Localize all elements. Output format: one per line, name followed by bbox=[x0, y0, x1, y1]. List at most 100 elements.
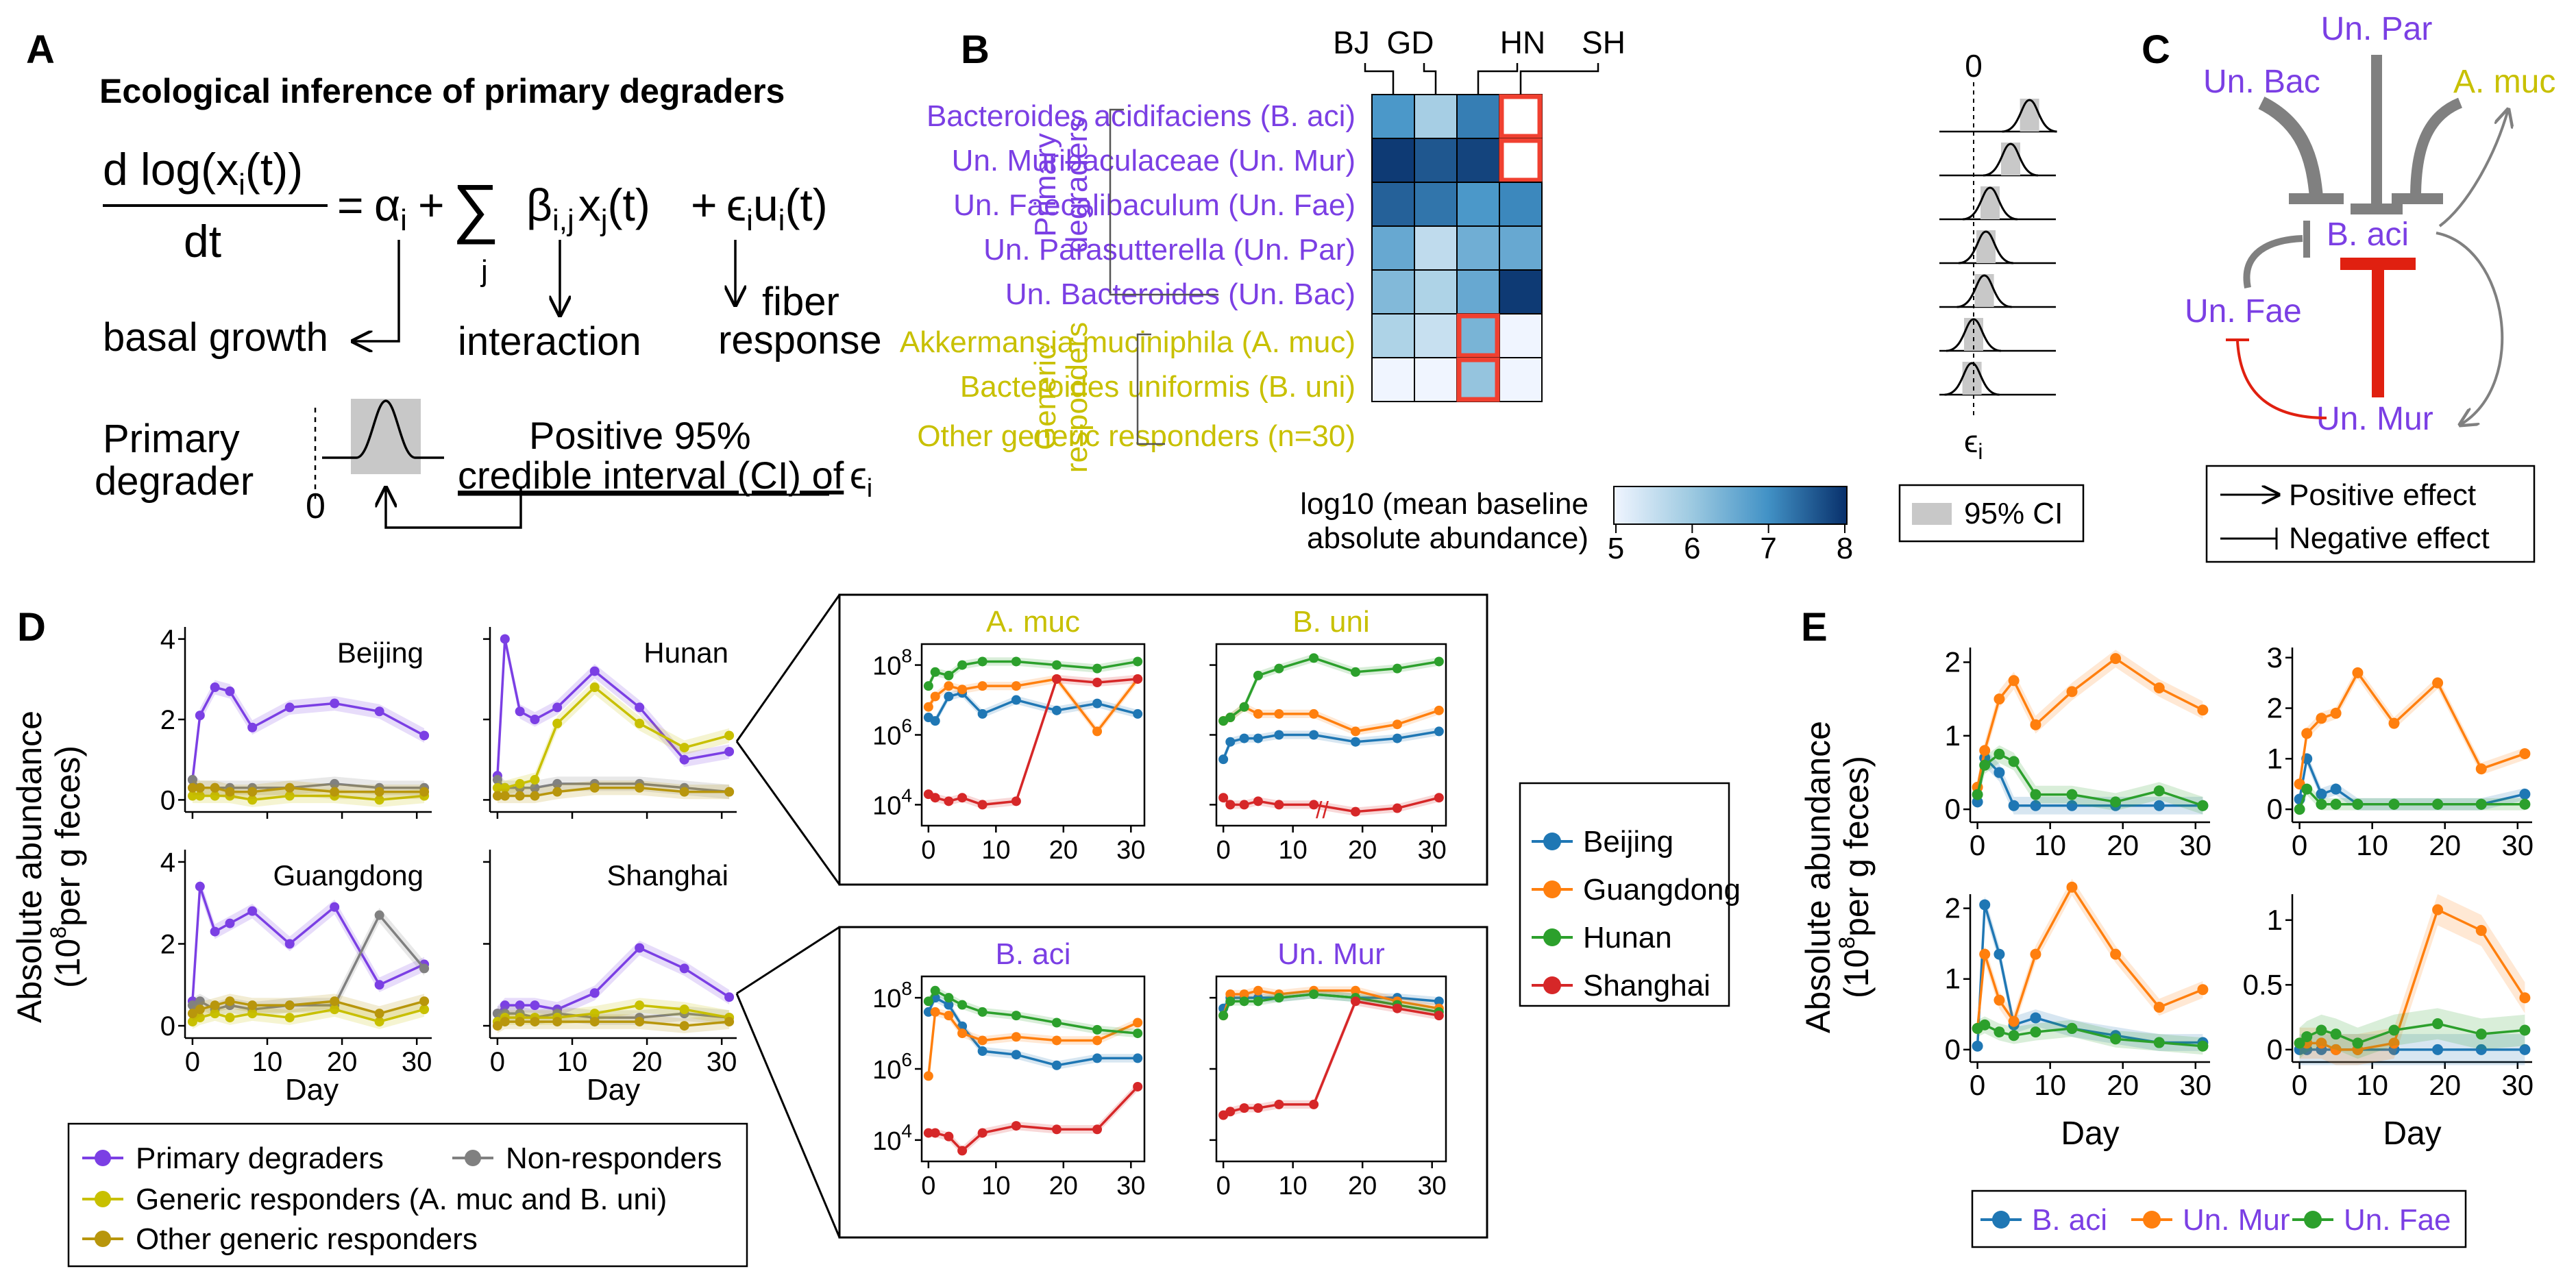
svg-text:ϵi: ϵi bbox=[850, 454, 872, 503]
data-point bbox=[1434, 996, 1444, 1007]
panel-c-legend bbox=[2205, 465, 2536, 563]
data-point bbox=[2388, 1024, 2400, 1036]
data-point bbox=[210, 791, 220, 801]
data-point bbox=[1133, 708, 1143, 719]
x-tick-label: 0 bbox=[921, 836, 935, 865]
data-point bbox=[374, 795, 384, 805]
data-point bbox=[1051, 660, 1062, 670]
data-point bbox=[2432, 904, 2444, 915]
data-point bbox=[195, 711, 205, 721]
svg-text:d log(xi(t)): d log(xi(t)) bbox=[103, 144, 303, 201]
svg-text:+: + bbox=[691, 180, 717, 230]
y-tick-label: 3 bbox=[2267, 641, 2283, 674]
node-un-par: Un. Par bbox=[2321, 11, 2433, 47]
y-tick-label: 108 bbox=[872, 978, 912, 1013]
data-point bbox=[1225, 996, 1236, 1007]
panel-b: B Bacteroides acidifaciens (B. aci) Un. M… bbox=[900, 25, 2085, 565]
data-point bbox=[2197, 800, 2209, 811]
data-point bbox=[1092, 1035, 1103, 1046]
data-point bbox=[1011, 1121, 1021, 1131]
data-point bbox=[2110, 948, 2122, 960]
data-point bbox=[330, 787, 340, 797]
colorbar-tick: 7 bbox=[1760, 532, 1776, 565]
series-band bbox=[2299, 667, 2525, 791]
data-point bbox=[1351, 726, 1361, 737]
data-point bbox=[944, 1011, 954, 1021]
data-point bbox=[187, 1017, 197, 1027]
data-point bbox=[2301, 728, 2313, 739]
data-point bbox=[589, 682, 600, 693]
data-point bbox=[1434, 726, 1444, 737]
panel-e-plot: 0 10 20 30 0 0.5 1 bbox=[2243, 894, 2534, 1101]
data-point bbox=[957, 660, 968, 670]
data-point bbox=[1274, 800, 1284, 810]
heatmap-cell bbox=[1456, 182, 1500, 227]
data-point bbox=[923, 681, 933, 691]
data-point bbox=[679, 754, 689, 765]
heatmap-cell bbox=[1371, 138, 1415, 183]
svg-text:=: = bbox=[337, 180, 364, 230]
y-tick-label: 0 bbox=[1945, 793, 1961, 825]
data-point bbox=[492, 1009, 502, 1019]
site-legend-label: Guangdong bbox=[1583, 873, 1741, 907]
data-point bbox=[374, 910, 384, 920]
data-point bbox=[589, 782, 600, 793]
plot-title: Guangdong bbox=[273, 859, 424, 891]
data-point bbox=[1225, 1107, 1236, 1117]
heatmap-cell bbox=[1414, 182, 1458, 227]
series-band bbox=[1977, 650, 2203, 796]
data-point bbox=[210, 682, 220, 693]
data-point bbox=[1092, 726, 1103, 737]
category-legend-label: Generic responders (A. muc and B. uni) bbox=[136, 1183, 667, 1216]
data-point bbox=[1392, 1003, 1402, 1013]
data-point bbox=[1092, 1053, 1103, 1063]
x-tick-label: 30 bbox=[2179, 1069, 2211, 1101]
panel-e-legend-items: B. aci Un. Mur Un. Fae bbox=[1980, 1203, 2451, 1237]
data-point bbox=[944, 1000, 954, 1010]
heatmap-cell bbox=[1371, 357, 1415, 402]
panel-e-legend-label: Un. Fae bbox=[2344, 1203, 2451, 1237]
interaction-label: interaction bbox=[458, 319, 641, 364]
ci-label-2: credible interval (CI) of bbox=[458, 454, 844, 497]
data-point bbox=[515, 778, 525, 789]
x-tick-label: 0 bbox=[185, 1047, 200, 1077]
data-point bbox=[419, 730, 430, 741]
node-b-aci: B. aci bbox=[2327, 217, 2409, 253]
ci-curve bbox=[1962, 186, 2018, 221]
data-point bbox=[247, 787, 258, 797]
data-point bbox=[1253, 708, 1263, 719]
series-band bbox=[1223, 727, 1439, 764]
data-point bbox=[977, 1046, 988, 1057]
ci-curve bbox=[1946, 318, 2002, 352]
ci-column: 0 ϵi bbox=[1939, 48, 2057, 464]
data-point bbox=[944, 691, 954, 702]
heatmap-cell bbox=[1414, 313, 1458, 358]
heatmap-cell bbox=[1414, 138, 1458, 183]
heatmap-cell bbox=[1414, 94, 1458, 139]
data-point bbox=[1351, 667, 1361, 677]
x-tick-label: 10 bbox=[2034, 1069, 2066, 1101]
data-point bbox=[210, 1009, 220, 1019]
data-point bbox=[195, 782, 205, 793]
log-plot-title: B. aci bbox=[995, 937, 1070, 971]
data-point bbox=[724, 1017, 735, 1027]
data-point bbox=[374, 706, 384, 717]
data-point bbox=[2316, 798, 2327, 810]
data-point bbox=[1133, 1053, 1143, 1063]
data-point bbox=[419, 1004, 430, 1015]
data-point bbox=[1253, 670, 1263, 680]
ci-band bbox=[1974, 274, 1994, 307]
data-point bbox=[724, 746, 735, 756]
panel-e-plot: 0 10 20 30 0 1 2 bbox=[1945, 878, 2211, 1101]
heatmap-cell bbox=[1414, 357, 1458, 402]
data-point bbox=[225, 686, 235, 696]
category-legend bbox=[67, 1122, 748, 1268]
data-point bbox=[225, 787, 235, 797]
data-point bbox=[210, 782, 220, 793]
x-tick-label: 0 bbox=[2292, 829, 2307, 861]
panel-a: A Ecological inference of primary degrad… bbox=[26, 27, 882, 529]
ci-curve bbox=[1956, 274, 2012, 308]
data-point bbox=[2066, 881, 2078, 893]
colorbar bbox=[1613, 486, 1848, 525]
data-point bbox=[2519, 992, 2531, 1004]
